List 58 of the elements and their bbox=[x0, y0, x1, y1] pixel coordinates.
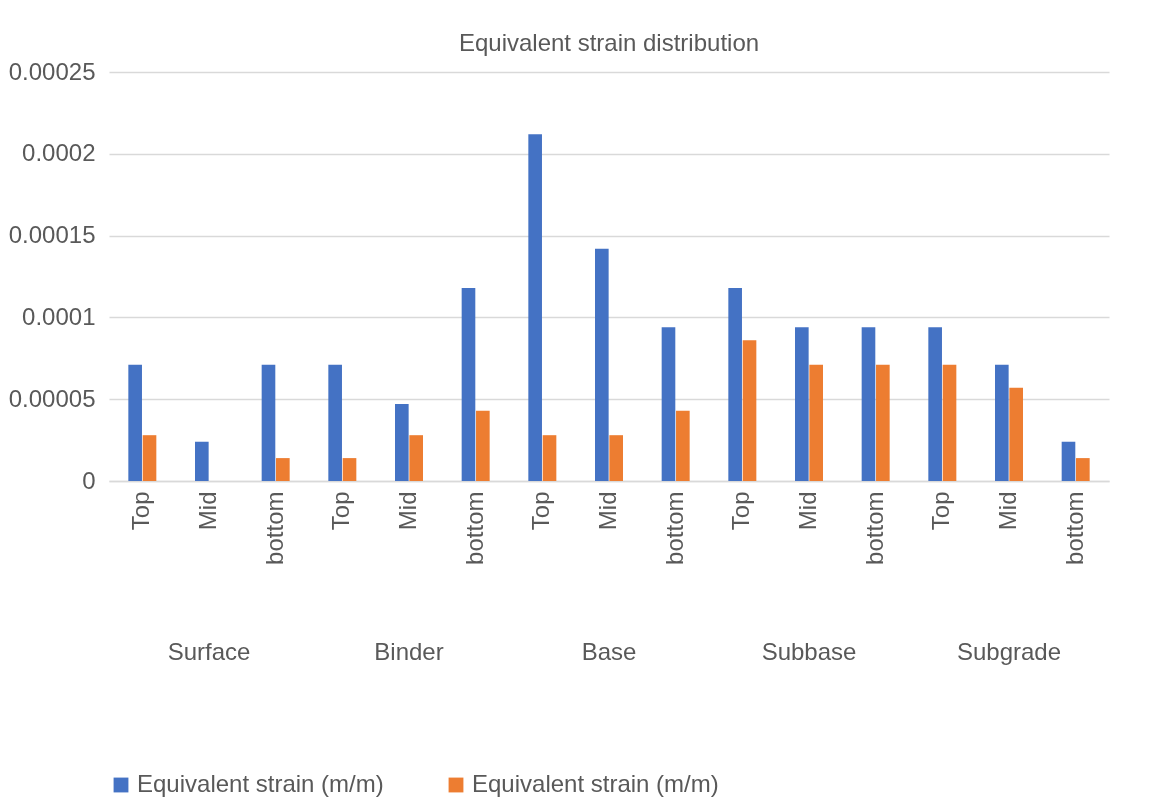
y-tick-label: 0.0001 bbox=[22, 302, 96, 330]
bar bbox=[595, 248, 609, 481]
x-tick-label: bottom bbox=[1060, 491, 1088, 565]
bar bbox=[676, 410, 690, 481]
y-tick-label: 0.0002 bbox=[22, 139, 96, 167]
x-tick-label: Top bbox=[527, 491, 555, 531]
bar bbox=[276, 458, 290, 481]
bar bbox=[609, 435, 623, 481]
bar bbox=[1009, 387, 1023, 481]
y-tick-label: 0 bbox=[82, 466, 96, 494]
text: Surface bbox=[167, 638, 251, 665]
text: Binder bbox=[374, 638, 444, 665]
y-tick-label: 0.00025 bbox=[8, 57, 96, 85]
bar bbox=[142, 435, 157, 481]
text: Subgrade bbox=[956, 638, 1062, 665]
bar bbox=[395, 404, 409, 481]
legend-label: Equivalent strain (m/m) bbox=[472, 770, 719, 797]
text: Base bbox=[581, 638, 637, 665]
x-tick-label: Top bbox=[927, 491, 955, 531]
x-tick-label: Mid bbox=[394, 491, 421, 531]
x-tick-label: bottom bbox=[260, 491, 288, 565]
bar bbox=[461, 287, 476, 481]
bar bbox=[661, 327, 676, 481]
bar bbox=[542, 435, 557, 481]
bar bbox=[995, 364, 1009, 481]
bar bbox=[728, 287, 742, 481]
x-tick-label: Top bbox=[127, 491, 155, 531]
x-tick-label: Top bbox=[327, 491, 355, 531]
bar bbox=[261, 364, 276, 481]
x-tick-label: Mid bbox=[594, 491, 621, 531]
bar bbox=[861, 327, 876, 481]
bar bbox=[128, 364, 142, 481]
bar bbox=[809, 364, 823, 481]
bar bbox=[928, 327, 942, 481]
bar bbox=[476, 410, 490, 481]
bar bbox=[342, 458, 357, 481]
bar bbox=[942, 364, 957, 481]
legend-label: Equivalent strain (m/m) bbox=[137, 770, 384, 797]
bar bbox=[409, 435, 423, 481]
bar bbox=[795, 327, 809, 481]
bar bbox=[195, 441, 209, 481]
text: Subbase bbox=[761, 638, 857, 665]
x-tick-label: Mid bbox=[994, 491, 1021, 531]
x-tick-label: bottom bbox=[860, 491, 888, 565]
bar bbox=[528, 134, 542, 481]
y-tick-label: 0.00005 bbox=[8, 384, 96, 412]
x-tick-label: Mid bbox=[794, 491, 821, 531]
bar bbox=[328, 364, 342, 481]
x-tick-label: Top bbox=[727, 491, 755, 531]
bar bbox=[1076, 458, 1090, 481]
chart-title: Equivalent strain distribution bbox=[458, 29, 760, 56]
y-tick-label: 0.00015 bbox=[8, 221, 96, 249]
x-tick-label: bottom bbox=[460, 491, 488, 565]
bar bbox=[742, 340, 757, 481]
x-tick-label: Mid bbox=[194, 491, 221, 531]
bar bbox=[1061, 441, 1076, 481]
x-tick-label: bottom bbox=[660, 491, 688, 565]
bar bbox=[876, 364, 890, 481]
